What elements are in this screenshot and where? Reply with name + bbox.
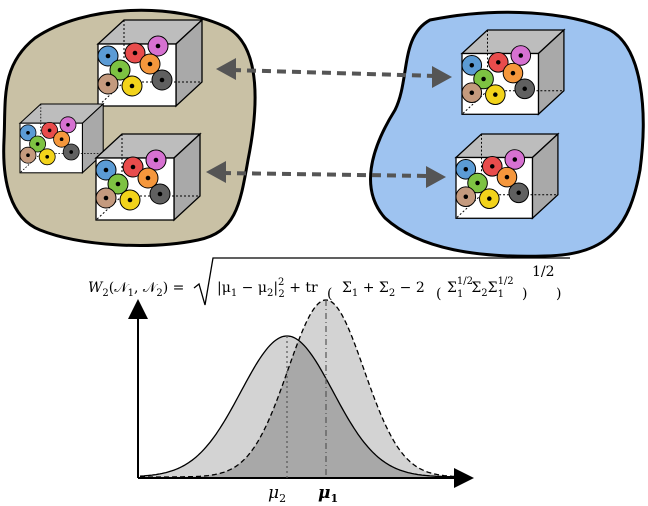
- feature-cube: [454, 132, 560, 220]
- feature-cube: [18, 102, 105, 174]
- feature-cube: [460, 28, 566, 116]
- dot-circle-icon: [137, 167, 159, 189]
- svg-text:1/2: 1/2: [532, 264, 555, 280]
- dot-circle-icon: [504, 149, 526, 170]
- dot-circle-icon: [59, 116, 77, 134]
- dot-circle-icon: [121, 75, 143, 97]
- dot-circle-icon: [510, 45, 532, 66]
- dot-circle-icon: [97, 73, 119, 95]
- dot-circle-icon: [107, 173, 129, 195]
- dot-circle-icon: [467, 172, 488, 194]
- feature-cube: [94, 132, 202, 222]
- dot-circle-icon: [19, 124, 37, 142]
- plot-axes: [128, 299, 474, 488]
- dot-circle-icon: [514, 78, 536, 100]
- dot-circle-icon: [151, 69, 173, 91]
- dot-circle-icon: [109, 59, 131, 81]
- dot-circle-icon: [473, 68, 494, 90]
- curve-line-mu1: [140, 299, 463, 478]
- svg-text:(: (: [327, 286, 332, 302]
- dot-circle-icon: [139, 53, 161, 75]
- dot-circle-icon: [38, 148, 56, 166]
- dot-circle-icon: [62, 143, 80, 161]
- dot-circle-icon: [95, 159, 117, 181]
- svg-text:W2(𝒩1, 𝒩2) =: W2(𝒩1, 𝒩2) =: [88, 280, 184, 299]
- svg-text:(: (: [436, 286, 441, 302]
- dot-circle-icon: [95, 187, 117, 209]
- dot-circle-icon: [145, 149, 167, 171]
- svg-text:): ): [556, 286, 561, 302]
- dot-circle-icon: [455, 186, 477, 208]
- svg-text:Σ1 + Σ2 − 2: Σ1 + Σ2 − 2: [342, 280, 425, 299]
- dot-circle-icon: [455, 158, 477, 180]
- dot-circle-icon: [19, 146, 37, 164]
- svg-text:|μ1 − μ2|22 + tr: |μ1 − μ2|2 2 + tr: [217, 277, 318, 300]
- dot-circle-icon: [41, 122, 59, 139]
- feature-cube: [96, 18, 204, 108]
- dot-circle-icon: [147, 35, 169, 57]
- dot-circle-icon: [461, 54, 483, 76]
- wasserstein-formula: W2(𝒩1, 𝒩2) = |μ1 − μ2|2 2 + tr ( ) Σ1 + Σ…: [88, 257, 570, 306]
- dot-circle-icon: [487, 52, 509, 73]
- mu2-label: μ2: [268, 483, 286, 505]
- dot-circle-icon: [119, 189, 141, 211]
- dot-circle-icon: [508, 182, 530, 204]
- gaussian-curves: [139, 299, 463, 478]
- dot-circle-icon: [124, 42, 146, 64]
- dot-circle-icon: [481, 156, 503, 177]
- dot-circle-icon: [29, 135, 47, 153]
- dot-circle-icon: [461, 82, 483, 104]
- dot-circle-icon: [479, 188, 500, 209]
- dot-circle-icon: [53, 130, 71, 148]
- curve-overlap-area: [140, 341, 462, 477]
- dot-circle-icon: [97, 45, 119, 67]
- dot-circle-icon: [502, 62, 524, 84]
- dot-circle-icon: [149, 183, 171, 205]
- dot-circle-icon: [485, 84, 506, 105]
- arrow-icon: [216, 58, 452, 88]
- dot-circle-icon: [496, 166, 518, 188]
- mu1-label: μ1: [318, 483, 338, 505]
- dot-circle-icon: [122, 156, 144, 178]
- svg-text:): ): [522, 286, 527, 302]
- curve-line-mu2: [139, 335, 462, 478]
- arrow-icon: [206, 161, 446, 188]
